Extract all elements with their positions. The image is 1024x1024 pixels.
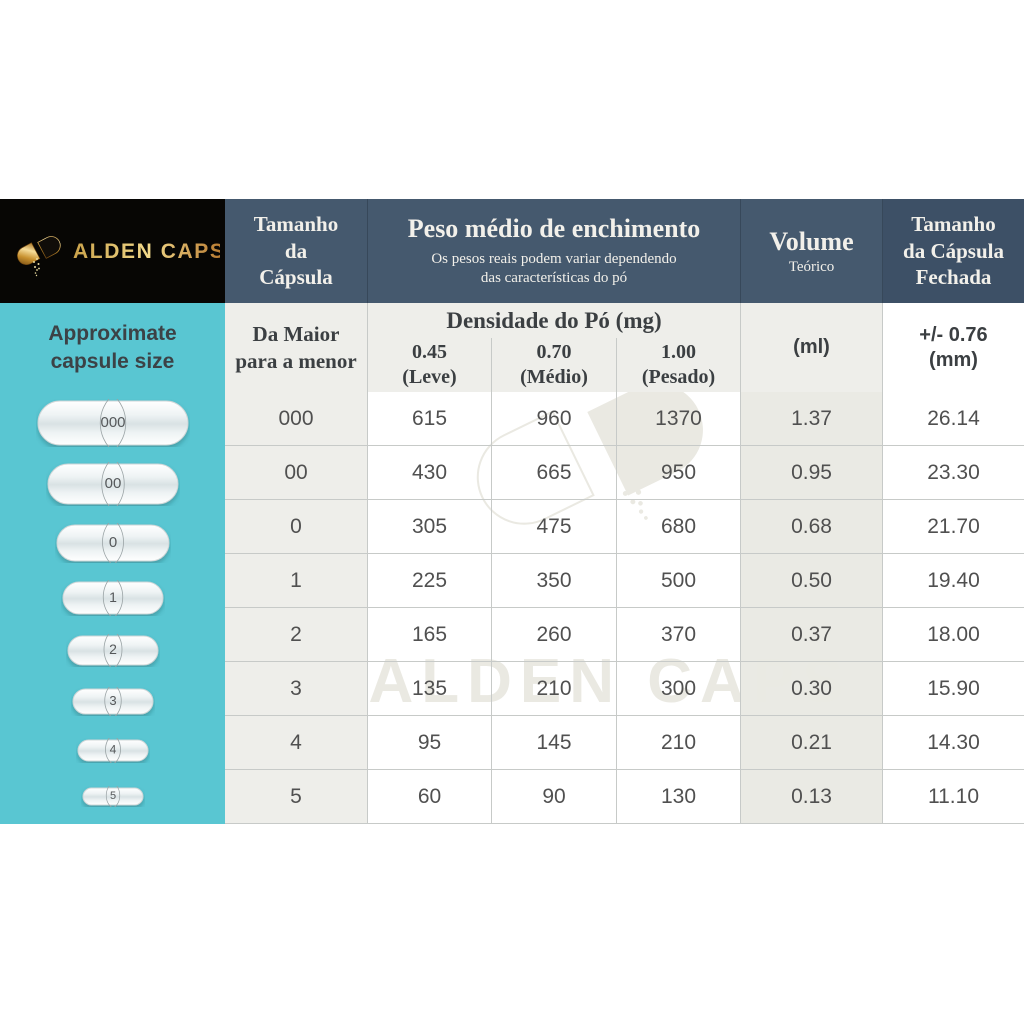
- svg-text:4: 4: [109, 743, 116, 757]
- svg-text:0: 0: [108, 534, 116, 551]
- svg-text:5: 5: [109, 790, 115, 802]
- svg-text:000: 000: [100, 414, 125, 431]
- svg-text:3: 3: [109, 693, 116, 708]
- svg-text:00: 00: [104, 475, 121, 492]
- svg-text:2: 2: [109, 641, 117, 657]
- svg-text:1: 1: [109, 589, 117, 605]
- svg-text:ALDEN CAPS: ALDEN CAPS: [73, 240, 220, 263]
